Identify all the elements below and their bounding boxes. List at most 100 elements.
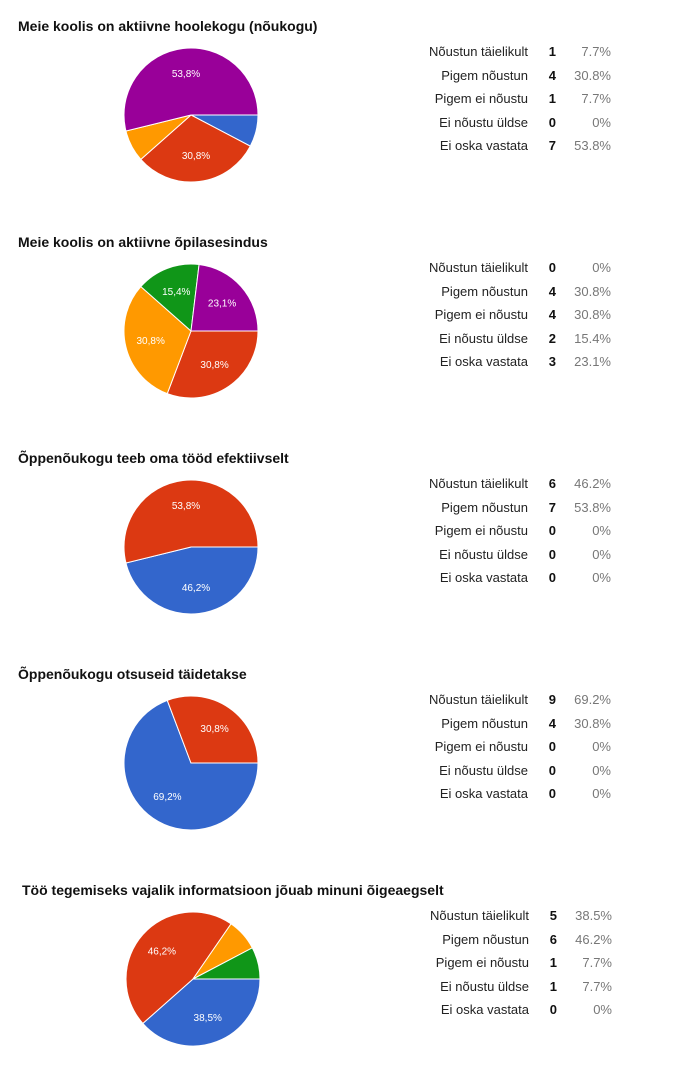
answer-count: 6 <box>548 476 556 491</box>
answer-count: 7 <box>548 138 556 153</box>
table-row: Pigem ei nõustu 4 30.8% <box>380 305 620 329</box>
answer-percent: 7.7% <box>581 91 611 106</box>
chart-section: Õppenõukogu teeb oma tööd efektiivselt 46… <box>0 432 694 648</box>
answer-percent: 38.5% <box>575 908 612 923</box>
table-row: Ei nõustu üldse 0 0% <box>380 545 620 569</box>
answer-count: 0 <box>548 739 556 754</box>
answer-percent: 0% <box>592 762 611 778</box>
table-row: Pigem nõustun 4 30.8% <box>380 714 620 738</box>
pie-slice <box>125 546 259 615</box>
slice-label: 46,2% <box>182 583 210 594</box>
pie-slice <box>140 114 252 183</box>
table-row: Nõustun täielikult 5 38.5% <box>381 906 621 930</box>
answer-label: Pigem ei nõustu <box>434 739 528 754</box>
answer-label: Pigem nõustun <box>441 499 528 515</box>
answer-count: 3 <box>548 354 556 369</box>
answer-label: Pigem ei nõustu <box>434 523 528 538</box>
table-row: Ei nõustu üldse 0 0% <box>380 761 620 785</box>
answer-percent: 0% <box>592 114 611 130</box>
slice-label: 30,8% <box>182 151 210 162</box>
answer-label: Nõustun täielikult <box>429 44 528 59</box>
table-row: Ei oska vastata 7 53.8% <box>380 136 620 160</box>
answer-percent: 15.4% <box>574 330 611 346</box>
answer-count: 5 <box>549 908 557 923</box>
table-row: Ei nõustu üldse 1 7.7% <box>381 977 621 1001</box>
results-table: Nõustun täielikult 5 38.5% Pigem nõustun 6 46… <box>381 906 621 1024</box>
table-row: Pigem nõustun 4 30.8% <box>380 66 620 90</box>
answer-count: 0 <box>548 570 556 585</box>
answer-count: 1 <box>548 44 556 59</box>
answer-label: Pigem nõustun <box>442 931 529 947</box>
answer-percent: 30.8% <box>574 715 611 731</box>
table-row: Pigem nõustun 6 46.2% <box>381 930 621 954</box>
pie-slice <box>166 330 259 399</box>
answer-percent: 69.2% <box>574 692 611 707</box>
slice-label: 23,1% <box>208 298 236 309</box>
answer-count: 0 <box>548 523 556 538</box>
answer-percent: 30.8% <box>574 283 611 299</box>
pie-slice <box>125 911 232 1025</box>
answer-label: Pigem ei nõustu <box>434 307 528 322</box>
answer-count: 4 <box>548 715 556 731</box>
answer-percent: 0% <box>592 260 611 275</box>
answer-label: Nõustun täielikult <box>430 908 529 923</box>
answer-count: 1 <box>548 91 556 106</box>
chart-section: Õppenõukogu otsuseid täidetakse 69,2% 30,8… <box>0 648 694 864</box>
answer-percent: 53.8% <box>574 499 611 515</box>
slice-label: 69,2% <box>153 792 181 803</box>
table-row: Nõustun täielikult 0 0% <box>380 258 620 282</box>
answer-label: Nõustun täielikult <box>429 692 528 707</box>
answer-percent: 7.7% <box>582 978 612 994</box>
pie-slice <box>123 479 259 564</box>
answer-percent: 0% <box>592 570 611 585</box>
table-row: Ei nõustu üldse 2 15.4% <box>380 329 620 353</box>
slice-label: 53,8% <box>172 501 200 512</box>
answer-label: Ei nõustu üldse <box>439 546 528 562</box>
answer-count: 1 <box>549 955 557 970</box>
results-table: Nõustun täielikult 1 7.7% Pigem nõustun 4 30.… <box>380 42 620 160</box>
answer-count: 0 <box>549 1002 557 1017</box>
pie-chart: 69,2% 30,8% <box>123 695 259 831</box>
slice-label: 46,2% <box>148 946 176 957</box>
answer-percent: 7.7% <box>582 955 612 970</box>
answer-label: Ei oska vastata <box>439 354 528 369</box>
answer-count: 4 <box>548 307 556 322</box>
table-row: Ei oska vastata 3 23.1% <box>380 352 620 376</box>
chart-title: Meie koolis on aktiivne hoolekogu (nõuko… <box>18 18 318 34</box>
answer-count: 0 <box>548 546 556 562</box>
answer-count: 0 <box>548 114 556 130</box>
table-row: Pigem ei nõustu 0 0% <box>380 737 620 761</box>
pie-slice <box>123 285 192 395</box>
answer-percent: 46.2% <box>575 931 612 947</box>
answer-label: Nõustun täielikult <box>429 476 528 491</box>
answer-count: 0 <box>548 762 556 778</box>
answer-label: Ei nõustu üldse <box>439 762 528 778</box>
table-row: Pigem ei nõustu 0 0% <box>380 521 620 545</box>
answer-label: Pigem ei nõustu <box>434 91 528 106</box>
pie-slice <box>142 978 261 1047</box>
pie-chart: 30,8% 53,8% <box>123 47 259 183</box>
pie-slice <box>192 947 261 980</box>
table-row: Nõustun täielikult 9 69.2% <box>380 690 620 714</box>
answer-count: 2 <box>548 330 556 346</box>
table-row: Nõustun täielikult 6 46.2% <box>380 474 620 498</box>
pie-slice <box>140 263 200 333</box>
answer-percent: 46.2% <box>574 476 611 491</box>
answer-count: 6 <box>549 931 557 947</box>
results-table: Nõustun täielikult 6 46.2% Pigem nõustun 7 53… <box>380 474 620 592</box>
slice-label: 38,5% <box>194 1013 222 1024</box>
chart-section: Töö tegemiseks vajalik informatsioon jõu… <box>0 864 694 1080</box>
answer-label: Pigem nõustun <box>441 283 528 299</box>
answer-label: Pigem ei nõustu <box>435 955 529 970</box>
table-row: Pigem ei nõustu 1 7.7% <box>380 89 620 113</box>
chart-title: Õppenõukogu teeb oma tööd efektiivselt <box>18 450 289 466</box>
table-row: Ei oska vastata 0 0% <box>380 568 620 592</box>
answer-label: Ei nõustu üldse <box>439 114 528 130</box>
answer-count: 9 <box>548 692 556 707</box>
results-table: Nõustun täielikult 0 0% Pigem nõustun 4 30.8%… <box>380 258 620 376</box>
answer-label: Pigem nõustun <box>441 67 528 83</box>
answer-percent: 30.8% <box>574 307 611 322</box>
answer-count: 4 <box>548 283 556 299</box>
pie-chart: 38,5% 46,2% <box>125 911 261 1047</box>
table-row: Pigem nõustun 7 53.8% <box>380 498 620 522</box>
